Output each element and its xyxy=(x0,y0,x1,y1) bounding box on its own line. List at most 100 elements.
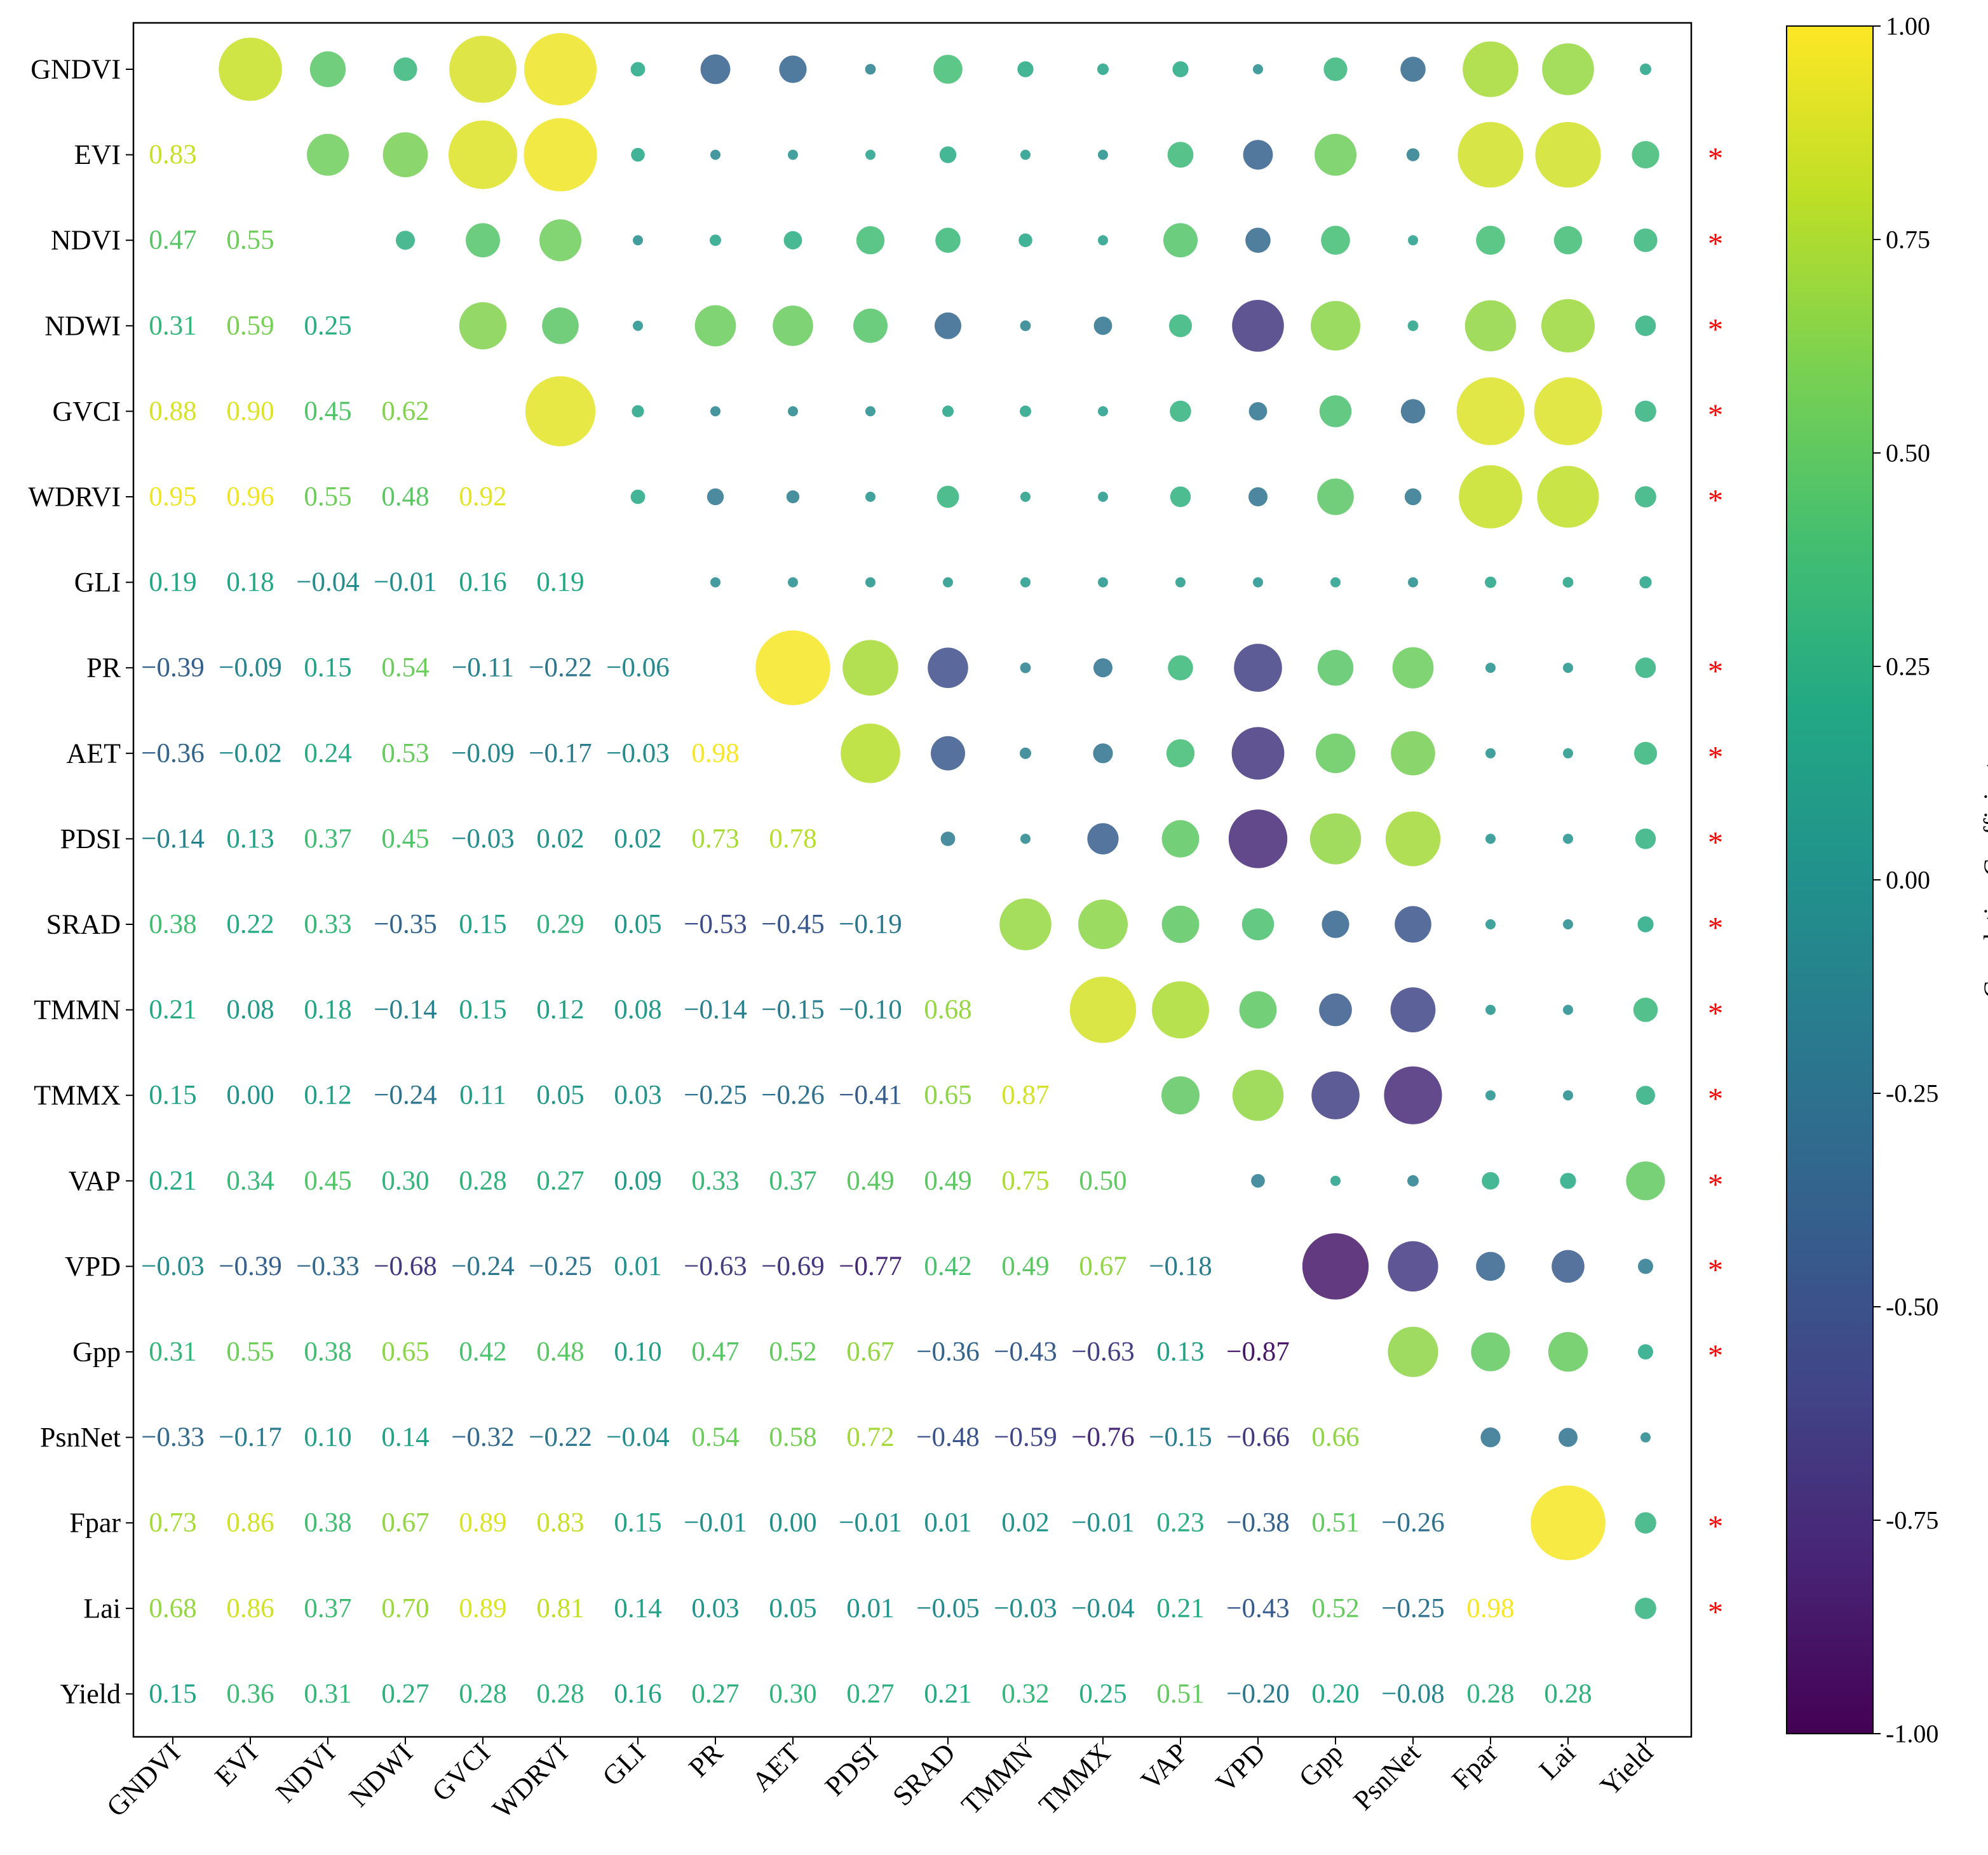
corr-label: 0.38 xyxy=(304,1508,351,1538)
corr-label: −0.25 xyxy=(684,1081,747,1110)
corr-circle xyxy=(539,219,581,262)
corr-circle xyxy=(1302,1233,1369,1300)
corr-circle xyxy=(710,406,720,417)
corr-circle xyxy=(1322,910,1349,938)
colorbar: -1.00 -0.75 -0.50 -0.25 0.00 0.25 0.50 0.75 1.00… xyxy=(1786,12,1988,1748)
corr-circle xyxy=(1400,57,1426,82)
corr-circle xyxy=(1633,997,1658,1022)
corr-circle xyxy=(1172,61,1189,78)
corr-circle xyxy=(931,736,965,771)
corr-circle xyxy=(1098,577,1108,588)
corr-label: −0.24 xyxy=(374,1081,437,1110)
corr-circle xyxy=(1253,577,1263,588)
corr-circle xyxy=(937,485,959,508)
corr-circle xyxy=(307,133,349,176)
corr-label: 0.13 xyxy=(226,824,274,854)
y-tick-label: Fpar xyxy=(69,1508,121,1539)
x-tick-label: PsnNet xyxy=(1348,1737,1427,1816)
corr-label: 0.68 xyxy=(149,1593,196,1623)
corr-label: −0.03 xyxy=(141,1251,205,1281)
corr-circle xyxy=(1388,1241,1438,1292)
corr-label: −0.09 xyxy=(451,738,515,768)
corr-circle xyxy=(1098,149,1108,160)
corr-circle xyxy=(1020,577,1031,588)
plot-frame xyxy=(132,22,1693,1738)
significance-star: * xyxy=(1708,826,1723,860)
corr-circle xyxy=(1638,1344,1653,1359)
corr-circle xyxy=(755,630,830,705)
corr-circle xyxy=(1485,1004,1496,1015)
corr-label: 0.62 xyxy=(381,396,429,426)
corr-label: 0.78 xyxy=(769,824,816,854)
corr-label: 0.50 xyxy=(1079,1166,1126,1196)
corr-circle xyxy=(1319,395,1352,428)
corr-label: 0.19 xyxy=(536,567,584,597)
corr-circle xyxy=(710,234,721,246)
colorbar-tick-label: -0.25 xyxy=(1886,1079,1938,1108)
corr-label: 0.51 xyxy=(1156,1679,1204,1709)
corr-circle xyxy=(940,832,956,846)
corr-circle xyxy=(1476,1251,1505,1281)
corr-circle xyxy=(459,302,507,349)
corr-label: 0.54 xyxy=(381,653,429,683)
corr-circle xyxy=(1482,1172,1499,1190)
corr-circle xyxy=(707,488,724,506)
x-tick-label: NDWI xyxy=(343,1737,419,1812)
colorbar-tick-label: 0.50 xyxy=(1886,439,1930,468)
corr-circle xyxy=(710,577,720,588)
corr-circle xyxy=(842,640,898,696)
corr-label: 0.29 xyxy=(536,910,584,940)
corr-label: −0.02 xyxy=(219,738,282,768)
corr-circle xyxy=(1634,741,1657,765)
corr-circle xyxy=(935,312,961,339)
corr-circle xyxy=(1635,315,1656,336)
corr-label: 0.16 xyxy=(459,567,506,597)
corr-circle xyxy=(1562,577,1574,588)
corr-circle xyxy=(865,492,876,502)
x-tick-label: EVI xyxy=(209,1737,264,1791)
x-tick-label: WDRVI xyxy=(486,1737,574,1825)
corr-circle xyxy=(1239,991,1277,1029)
corr-circle xyxy=(1391,731,1435,776)
corr-circle xyxy=(939,146,957,163)
x-tick-label: VPD xyxy=(1210,1737,1271,1798)
corr-label: 0.73 xyxy=(149,1508,196,1538)
corr-label: 0.47 xyxy=(149,226,196,255)
corr-label: −0.33 xyxy=(141,1422,205,1452)
corr-label: −0.09 xyxy=(219,653,282,683)
y-tick-label: TMMX xyxy=(34,1080,121,1111)
colorbar-tick-label: -0.75 xyxy=(1886,1506,1938,1535)
corr-circle xyxy=(1170,486,1191,508)
x-tick-label: NDVI xyxy=(270,1737,341,1808)
corr-circle xyxy=(865,577,876,588)
y-tick-label: PDSI xyxy=(60,823,121,854)
corr-label: −0.01 xyxy=(839,1508,902,1538)
corr-circle xyxy=(1319,993,1352,1027)
corr-circle xyxy=(633,235,643,246)
corr-circle xyxy=(1480,1427,1501,1448)
corr-circle xyxy=(1311,300,1360,351)
colorbar-tick-label: 1.00 xyxy=(1886,12,1930,41)
corr-label: 0.54 xyxy=(691,1422,739,1452)
corr-label: 0.36 xyxy=(226,1679,274,1709)
corr-label: 0.12 xyxy=(536,995,584,1025)
corr-label: 0.67 xyxy=(1079,1251,1126,1281)
corr-circle xyxy=(1471,1332,1510,1372)
corr-label: −0.03 xyxy=(451,824,515,854)
corr-circle xyxy=(1400,399,1426,424)
corr-label: 0.18 xyxy=(226,567,274,597)
x-tick-label: AET xyxy=(746,1737,806,1797)
corr-label: 0.49 xyxy=(846,1166,894,1196)
corr-label: 0.52 xyxy=(1311,1593,1359,1623)
corr-circle xyxy=(524,118,597,192)
corr-label: 0.21 xyxy=(149,995,196,1025)
corr-circle xyxy=(999,898,1051,950)
corr-label: 0.67 xyxy=(846,1337,894,1367)
corr-label: −0.41 xyxy=(839,1081,902,1110)
y-tick-label: NDWI xyxy=(44,310,121,341)
corr-circle xyxy=(1639,576,1652,589)
x-tick-label: Fpar xyxy=(1445,1737,1504,1795)
corr-circle xyxy=(466,223,500,258)
corr-circle xyxy=(1163,223,1198,258)
corr-label: 0.37 xyxy=(769,1166,816,1196)
